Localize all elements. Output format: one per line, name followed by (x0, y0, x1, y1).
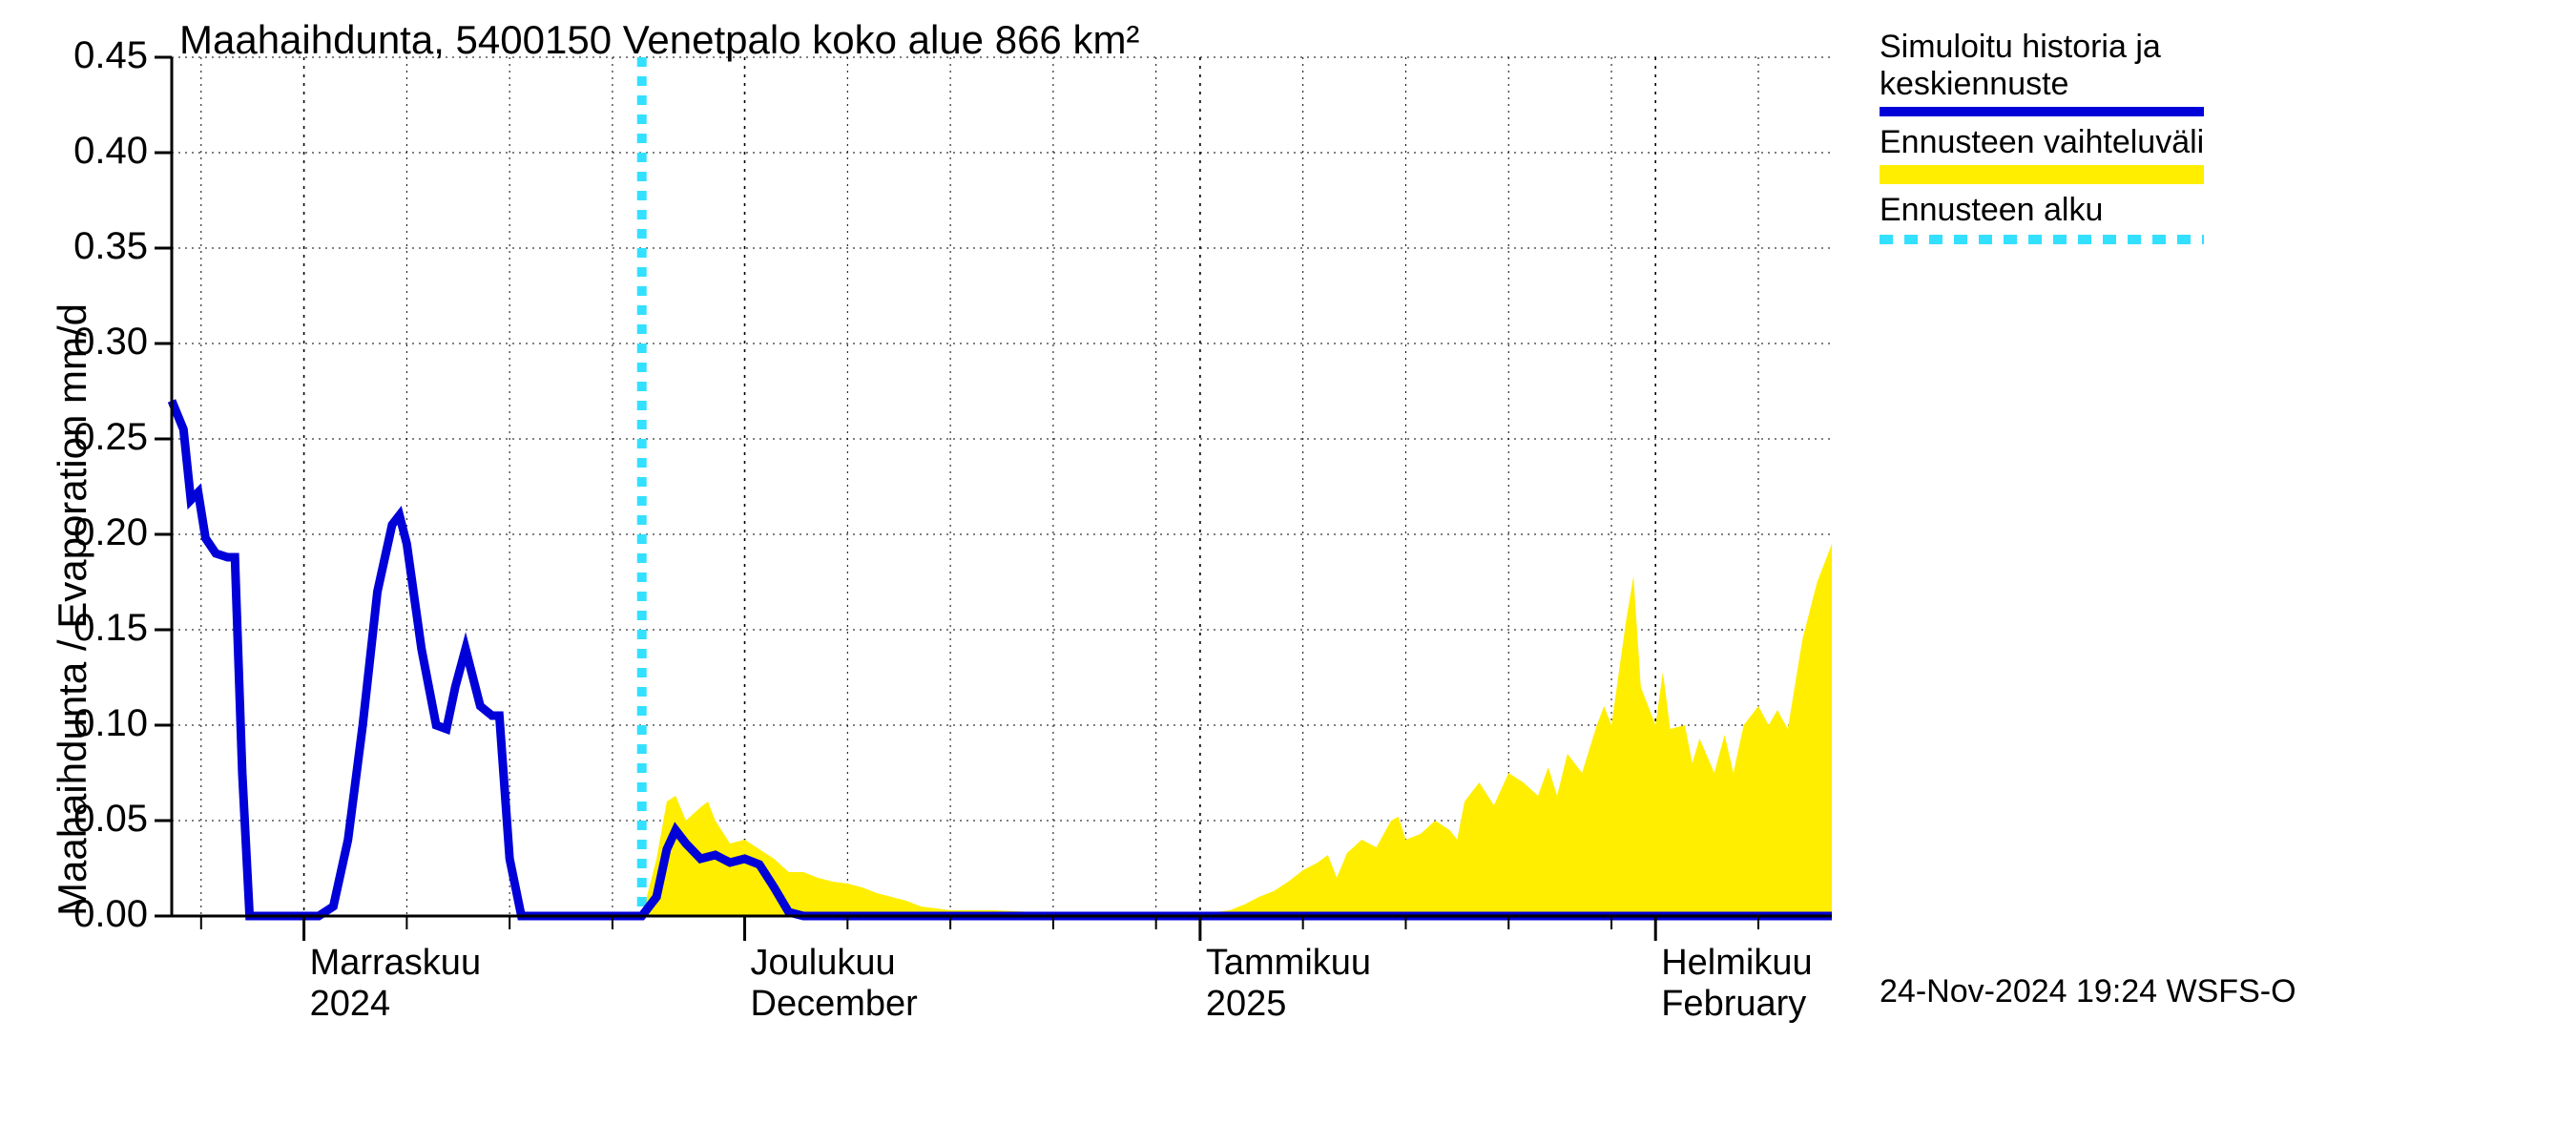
x-tick-label: HelmikuuFebruary (1661, 943, 1812, 1025)
timestamp-label: 24-Nov-2024 19:24 WSFS-O (1880, 973, 2296, 1010)
x-tick-label: Marraskuu2024 (310, 943, 482, 1025)
legend-label: Ennusteen vaihteluväli (1880, 124, 2204, 161)
y-tick-label: 0.45 (43, 34, 148, 77)
y-tick-label: 0.25 (43, 416, 148, 459)
y-tick-label: 0.05 (43, 798, 148, 841)
y-tick-label: 0.10 (43, 702, 148, 745)
legend-swatch (1880, 165, 2204, 184)
legend-label: Ennusteen alku (1880, 192, 2204, 229)
y-tick-label: 0.00 (43, 893, 148, 936)
legend: Simuloitu historia jakeskiennuste Ennuste… (1880, 29, 2204, 259)
chart-container: Maahaihdunta, 5400150 Venetpalo koko alu… (0, 0, 2576, 1145)
y-tick-label: 0.30 (43, 321, 148, 364)
y-tick-label: 0.35 (43, 225, 148, 268)
y-tick-label: 0.20 (43, 511, 148, 554)
legend-entry: Ennusteen vaihteluväli (1880, 124, 2204, 184)
y-tick-label: 0.40 (43, 130, 148, 173)
y-tick-label: 0.15 (43, 607, 148, 650)
legend-entry: Ennusteen alku (1880, 192, 2204, 251)
legend-entry: Simuloitu historia jakeskiennuste (1880, 29, 2204, 116)
x-tick-label: JoulukuuDecember (751, 943, 918, 1025)
legend-swatch (1880, 107, 2204, 116)
x-tick-label: Tammikuu2025 (1206, 943, 1371, 1025)
legend-swatch (1880, 233, 2204, 246)
legend-label: Simuloitu historia jakeskiennuste (1880, 29, 2204, 103)
